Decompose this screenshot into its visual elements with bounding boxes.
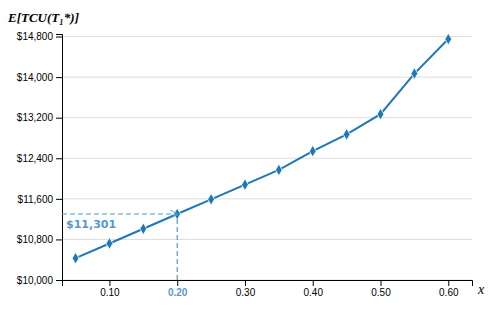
- tick-label: 0.20: [168, 287, 188, 298]
- plot: 0.100.200.300.400.500.60$10,000$10,800$1…: [17, 31, 473, 298]
- tick-label: $10,000: [17, 275, 54, 286]
- point: [106, 238, 113, 250]
- tick: 0.50: [371, 280, 391, 298]
- tick: 0.20: [168, 280, 188, 298]
- x-axis-label: x: [477, 282, 485, 297]
- annotation: $11,301: [66, 218, 116, 231]
- reference-line: [177, 214, 178, 280]
- tick-mark: [448, 280, 449, 286]
- point: [208, 193, 215, 205]
- tick: 0.10: [100, 280, 120, 298]
- data-area: [62, 34, 452, 280]
- point: [445, 34, 452, 45]
- x-axis: 0.10 0.20 0.30 0.40 0.50 0.60: [63, 280, 473, 298]
- tick: $10,800: [17, 234, 62, 245]
- line: [76, 39, 449, 258]
- grid-line: [62, 117, 472, 118]
- point: [411, 68, 418, 80]
- tick-label: $10,800: [17, 234, 54, 245]
- tick-label: 0.60: [439, 287, 459, 298]
- reference-line: [62, 213, 177, 214]
- point: [377, 108, 384, 120]
- tick: $13,200: [17, 112, 62, 123]
- tick: $14,000: [17, 72, 62, 83]
- grid-line: [62, 198, 472, 199]
- tick: $14,800: [17, 31, 62, 42]
- tick-mark: [177, 280, 178, 286]
- y-axis-label: E[TCU(T₁*)]: [7, 10, 79, 25]
- tick: 0.60: [439, 280, 459, 298]
- tick-mark: [313, 280, 314, 286]
- axis-line: [63, 281, 473, 287]
- point: [140, 223, 147, 235]
- tick-mark: [56, 77, 62, 78]
- tick-mark: [109, 280, 110, 286]
- tick-mark: [245, 280, 246, 286]
- tick-label: 0.10: [100, 287, 120, 298]
- axis-line: [56, 35, 63, 281]
- tick: $12,400: [17, 153, 62, 164]
- tick-label: $14,000: [17, 72, 54, 83]
- point: [343, 129, 350, 141]
- y-axis: $10,000 $10,800 $11,600 $12,400 $13,200 $14,0…: [17, 31, 63, 285]
- tick-mark: [56, 280, 62, 281]
- tick-mark: [56, 239, 62, 240]
- grid-line: [62, 158, 472, 159]
- tick-mark: [56, 158, 62, 159]
- grid: [62, 37, 472, 280]
- tick-label: $13,200: [17, 112, 54, 123]
- tick-label: $12,400: [17, 153, 54, 164]
- point: [242, 179, 249, 191]
- point: [309, 145, 316, 157]
- grid-line: [62, 239, 472, 240]
- tick-label: 0.30: [236, 287, 256, 298]
- tick-label: 0.50: [371, 287, 391, 298]
- tick-mark: [381, 280, 382, 286]
- point: [275, 164, 282, 176]
- chart: 0.100.200.300.400.500.60$10,000$10,800$1…: [0, 0, 500, 310]
- tick-label: 0.40: [304, 287, 324, 298]
- tick-mark: [56, 118, 62, 119]
- point: [72, 252, 79, 264]
- tick-label: $11,600: [18, 194, 54, 205]
- tick: 0.40: [304, 280, 324, 298]
- tick-mark: [56, 199, 62, 200]
- tick-label: $14,800: [17, 31, 54, 42]
- tick: $11,600: [18, 194, 62, 205]
- tick: $10,000: [17, 275, 62, 286]
- tick-mark: [56, 37, 62, 38]
- chart-container: 0.100.200.300.400.500.60$10,000$10,800$1…: [0, 0, 500, 310]
- tick: 0.30: [236, 280, 256, 298]
- grid-line: [62, 36, 472, 37]
